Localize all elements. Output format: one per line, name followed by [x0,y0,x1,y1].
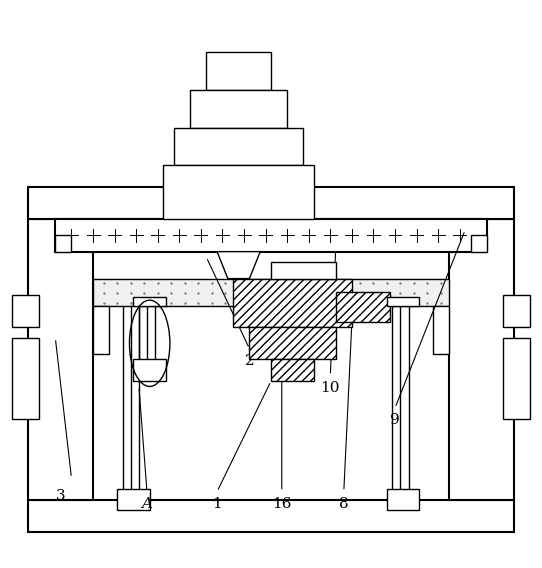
Bar [28,500,514,532]
Text: 2: 2 [244,354,254,368]
Bar [503,295,530,327]
Bar [470,236,487,252]
Text: A: A [141,497,152,511]
Text: 11: 11 [402,497,421,511]
Bar [387,489,420,511]
Bar [174,128,304,165]
Bar [335,292,390,321]
Bar [271,262,335,279]
Text: 16: 16 [272,497,292,511]
Bar [93,279,449,306]
Bar [190,90,287,128]
Bar [133,298,166,306]
Bar [249,327,335,360]
Bar [503,338,530,419]
Bar [28,187,514,219]
Bar [207,52,271,90]
Text: 1: 1 [212,497,222,511]
Bar [271,360,314,381]
Bar [55,236,72,252]
Bar [233,279,352,327]
Bar [133,360,166,381]
Bar [433,306,449,354]
Bar [12,338,39,419]
Text: 8: 8 [339,497,349,511]
Text: 10: 10 [320,381,340,395]
Bar [93,306,109,354]
Bar [12,295,39,327]
Bar [449,219,514,500]
Text: 9: 9 [390,414,400,427]
Bar [387,298,420,306]
Bar [55,219,487,252]
Bar [163,165,314,219]
Polygon shape [217,252,260,279]
Bar [28,219,93,500]
Text: 3: 3 [56,489,66,503]
Bar [117,489,150,511]
